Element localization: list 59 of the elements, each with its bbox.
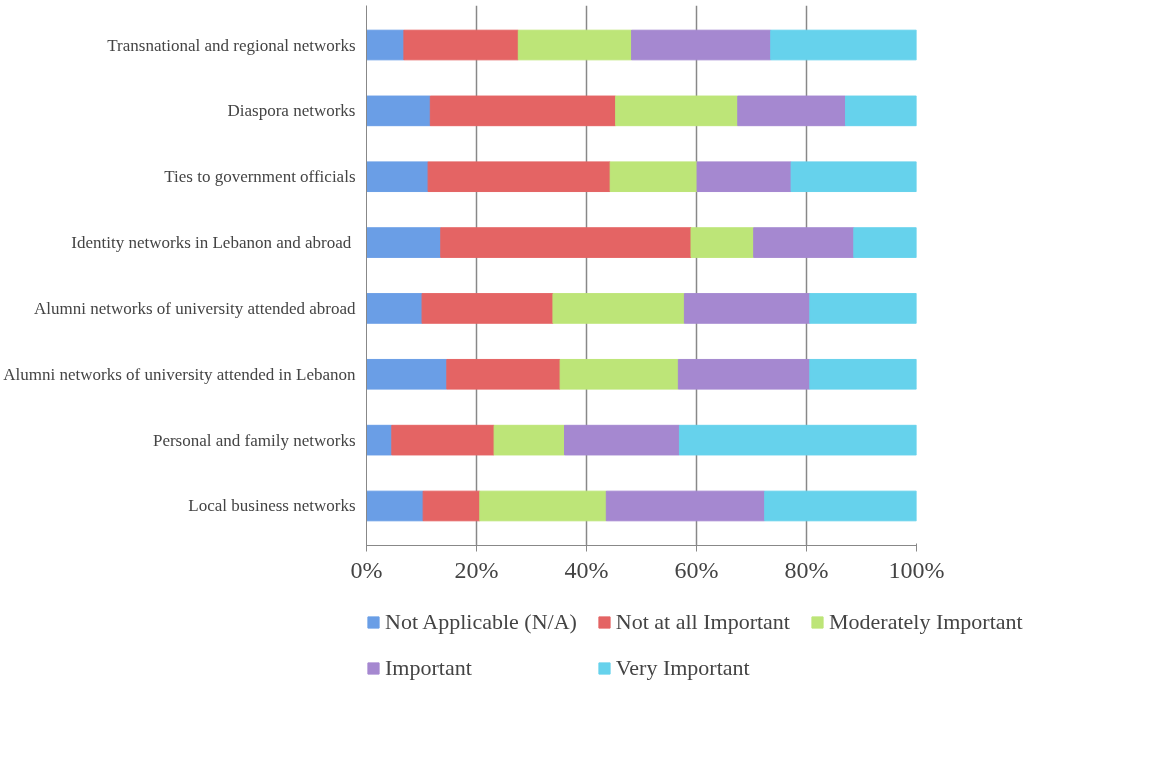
bar [446, 358, 561, 390]
bar [809, 293, 917, 324]
legend-label: Moderately Important [828, 609, 1023, 635]
bar [683, 293, 811, 324]
bar [678, 424, 917, 456]
bar [366, 358, 448, 390]
bar [422, 490, 481, 522]
y-tick-label: Alumni networks of university attended in Lebanon [3, 364, 356, 384]
bar [366, 161, 429, 193]
x-tick-label: 100% [888, 556, 945, 583]
bar [403, 29, 519, 61]
bar [737, 95, 847, 127]
bar [366, 227, 442, 258]
legend-label: Very Important [615, 655, 750, 681]
y-tick-label: Identity networks in Lebanon and abroad [71, 233, 352, 253]
bar [421, 293, 554, 324]
x-tick-label: 60% [674, 556, 719, 583]
y-tick-label: Transnational and regional networks [107, 35, 356, 55]
bar [809, 358, 917, 390]
bar [605, 490, 766, 522]
bar [753, 227, 855, 258]
bar [366, 490, 424, 522]
bar [391, 424, 495, 456]
bar [493, 424, 565, 456]
bar [427, 161, 611, 193]
bar [677, 358, 811, 390]
bar [366, 424, 393, 456]
bar [845, 95, 917, 127]
bar [559, 358, 679, 390]
bar [366, 293, 423, 324]
bar [690, 227, 755, 258]
bar [615, 95, 739, 127]
y-tick-label: Local business networks [188, 496, 356, 516]
y-tick-label: Ties to government officials [164, 167, 356, 187]
legend-label: Not at all Important [615, 609, 790, 635]
bar [517, 29, 633, 61]
x-tick-label: 40% [564, 556, 609, 583]
x-tick-label: 0% [350, 556, 383, 583]
bar [631, 29, 772, 61]
x-tick-label: 80% [784, 556, 829, 583]
bar [366, 29, 405, 61]
bar [790, 161, 917, 193]
bar [366, 95, 431, 127]
legend-label: Not Applicable (N/A) [385, 609, 577, 635]
bar [609, 161, 698, 193]
y-tick-label: Diaspora networks [227, 101, 356, 121]
bar [552, 293, 685, 324]
legend-label: Important [385, 655, 472, 681]
bar [429, 95, 617, 127]
y-tick-label: Alumni networks of university attended abroad [33, 298, 356, 318]
x-tick-label: 20% [454, 556, 499, 583]
y-tick-label: Personal and family networks [152, 430, 356, 450]
bar [440, 227, 692, 258]
bar [764, 490, 917, 522]
bar [479, 490, 607, 522]
bar [564, 424, 680, 456]
bar [770, 29, 917, 61]
bar [696, 161, 792, 193]
bar [853, 227, 917, 258]
